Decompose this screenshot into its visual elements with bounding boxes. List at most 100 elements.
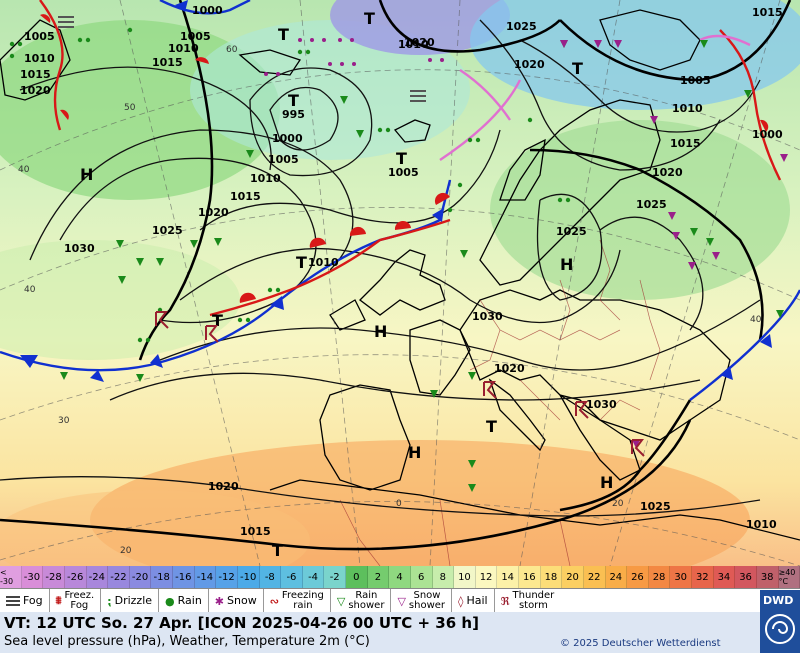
temperature-scale-cell: 12 bbox=[475, 566, 498, 588]
isobar-label: 1030 bbox=[64, 242, 95, 255]
temperature-scale-cell: 30 bbox=[670, 566, 692, 588]
dwd-logo: DWD bbox=[760, 590, 800, 653]
pressure-centers: H H H H H T T T T T T T T T bbox=[80, 9, 613, 560]
freezing-rain-icon: ∾ bbox=[269, 594, 279, 608]
low-pressure-center: T bbox=[396, 149, 407, 168]
temperature-scale-cell: -10 bbox=[237, 566, 260, 588]
high-pressure-center: H bbox=[408, 443, 421, 462]
low-pressure-center: T bbox=[486, 417, 497, 436]
isobar-label: 1025 bbox=[636, 198, 667, 211]
isobar-label: 1015 bbox=[152, 56, 183, 69]
grid-label: 40 bbox=[750, 315, 762, 325]
temperature-scale-cell: 0 bbox=[346, 566, 368, 588]
legend-item-freezing-fog: ⩩ Freez. Fog bbox=[50, 589, 102, 613]
temperature-scale-cell: -4 bbox=[302, 566, 325, 588]
snow-shower-icon: ▽ bbox=[397, 594, 406, 608]
fog-symbols bbox=[58, 16, 426, 102]
isobar-labels: 1000 1005 1010 1015 1020 1025 1030 995 1… bbox=[20, 4, 783, 538]
isobar-label: 1020 bbox=[20, 84, 51, 97]
temperature-scale-cell: -2 bbox=[324, 566, 346, 588]
temperature-scale-cell: 16 bbox=[519, 566, 541, 588]
temperature-scale-cell: -14 bbox=[194, 566, 217, 588]
weather-symbols bbox=[9, 16, 788, 492]
front-symbols bbox=[20, 0, 772, 382]
thunderstorm-symbols bbox=[155, 311, 645, 457]
temperature-scale-cell: 32 bbox=[692, 566, 714, 588]
legend-label: Rain bbox=[177, 594, 202, 607]
copyright: © 2025 Deutscher Wetterdienst bbox=[560, 638, 721, 649]
temperature-color-scale: < -30 -30 -28 -26 -24 -22 -20 -18 -16 -1… bbox=[0, 566, 800, 588]
legend-item-snow: ✱ Snow bbox=[209, 589, 264, 613]
high-pressure-center: H bbox=[600, 473, 613, 492]
isobar-label: 1030 bbox=[586, 398, 617, 411]
map-footer: VT: 12 UTC So. 27 Apr. [ICON 2025-04-26 … bbox=[0, 612, 800, 653]
temperature-scale-cell: 8 bbox=[432, 566, 455, 588]
temperature-scale-cell: 28 bbox=[648, 566, 671, 588]
high-pressure-center: H bbox=[560, 255, 573, 274]
isobars-bold bbox=[0, 0, 792, 551]
legend-item-rain-shower: ▽ Rain shower bbox=[331, 589, 392, 613]
legend-label: Snow bbox=[227, 594, 257, 607]
temperature-scale-cell: -8 bbox=[259, 566, 282, 588]
temperature-scale-cell: 10 bbox=[454, 566, 476, 588]
low-pressure-center: T bbox=[212, 311, 223, 330]
grid-label: 30 bbox=[58, 416, 70, 426]
legend-label: Freez. Fog bbox=[64, 590, 95, 611]
isobar-label: 1000 bbox=[272, 132, 303, 145]
isobar-label: 1015 bbox=[752, 6, 783, 19]
low-pressure-center: T bbox=[572, 59, 583, 78]
rain-shower-symbols bbox=[60, 40, 784, 492]
isobar-label: 1015 bbox=[20, 68, 51, 81]
isobar-label: 1020 bbox=[198, 206, 229, 219]
temperature-scale-cell: 20 bbox=[562, 566, 584, 588]
dwd-logo-text: DWD bbox=[763, 594, 794, 607]
map-subtitle: Sea level pressure (hPa), Weather, Tempe… bbox=[4, 634, 370, 649]
legend-item-thunderstorm: ℜ Thunder storm bbox=[495, 589, 561, 613]
temperature-scale-cell: 18 bbox=[540, 566, 563, 588]
isobar-label: 1010 bbox=[672, 102, 703, 115]
temperature-scale-cell: -22 bbox=[108, 566, 130, 588]
isobar-label: 1015 bbox=[230, 190, 261, 203]
legend-label: Hail bbox=[466, 594, 488, 607]
legend-item-freezing-rain: ∾ Freezing rain bbox=[264, 589, 331, 613]
valid-time: VT: 12 UTC So. 27 Apr. [ICON 2025-04-26 … bbox=[4, 614, 479, 632]
isobar-label: 1005 bbox=[680, 74, 711, 87]
isobar-label: 1005 bbox=[268, 153, 299, 166]
temperature-scale-cell: 4 bbox=[389, 566, 411, 588]
temperature-scale-cell: -20 bbox=[129, 566, 152, 588]
temperature-zone-warm-southwest bbox=[0, 490, 310, 566]
temperature-scale-cell: 22 bbox=[583, 566, 606, 588]
temperature-scale-cell: -6 bbox=[281, 566, 303, 588]
temperature-zone-cold-north bbox=[330, 0, 510, 55]
isobar-label: 1020 bbox=[208, 480, 239, 493]
temperature-scale-cell: -24 bbox=[86, 566, 109, 588]
high-pressure-center: H bbox=[80, 165, 93, 184]
temperature-zone-atlantic bbox=[0, 240, 240, 360]
isobar-label: 1015 bbox=[670, 137, 701, 150]
temperature-scale-cell: 2 bbox=[367, 566, 390, 588]
legend-label: Snow shower bbox=[408, 590, 446, 611]
drizzle-icon: ⁏ bbox=[107, 594, 112, 608]
temperature-scale-cell: -12 bbox=[216, 566, 238, 588]
weather-legend: Fog ⩩ Freez. Fog ⁏ Drizzle ● Rain ✱ Snow… bbox=[0, 588, 800, 614]
isobar-label: 1010 bbox=[250, 172, 281, 185]
isobar-label: 1000 bbox=[752, 128, 783, 141]
legend-item-hail: ◊ Hail bbox=[452, 589, 495, 613]
isobar-label: 1025 bbox=[556, 225, 587, 238]
isobar-label: 1005 bbox=[388, 166, 419, 179]
temperature-zone-cool-center bbox=[190, 20, 470, 160]
low-pressure-center: T bbox=[296, 253, 307, 272]
isobar-label: 1010 bbox=[308, 256, 339, 269]
temperature-scale-low: < -30 bbox=[0, 566, 22, 588]
legend-label: Drizzle bbox=[114, 594, 153, 607]
thunderstorm-icon: ℜ bbox=[500, 594, 510, 608]
legend-item-snow-shower: ▽ Snow shower bbox=[391, 589, 453, 613]
isobar-label: 1005 bbox=[24, 30, 55, 43]
temperature-scale-cell: 38 bbox=[756, 566, 779, 588]
grid-label: 40 bbox=[18, 165, 30, 175]
isobar-label: 1020 bbox=[514, 58, 545, 71]
country-borders bbox=[339, 239, 661, 566]
isobar-label: 1025 bbox=[152, 224, 183, 237]
grid-label: 20 bbox=[120, 546, 132, 556]
